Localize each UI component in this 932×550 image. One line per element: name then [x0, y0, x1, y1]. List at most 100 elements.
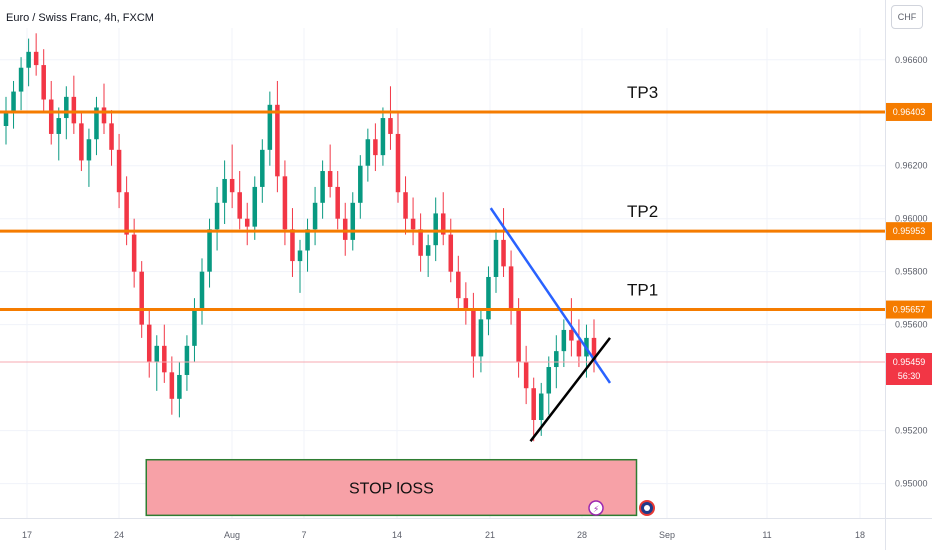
candle-body	[41, 65, 46, 100]
currency-badge[interactable]: CHF	[891, 5, 923, 29]
candle-body	[486, 276, 491, 320]
candle-body	[425, 245, 431, 256]
price-tags: 0.96403 0.95953 0.95657 0.95459 56:30	[886, 102, 932, 385]
candle-body	[456, 271, 461, 299]
time-tick-label: 14	[392, 530, 402, 540]
candle-body	[139, 271, 144, 325]
lightning-icon[interactable]	[588, 500, 604, 516]
stop-loss-label: STOP lOSS	[349, 481, 434, 498]
candle-body	[463, 298, 469, 309]
price-tag	[886, 102, 932, 121]
candle-body	[260, 149, 265, 187]
time-tick-label: 18	[855, 530, 865, 540]
candle-body	[523, 361, 529, 389]
candle-body	[282, 176, 288, 230]
event-icons: ⚡	[588, 500, 655, 516]
time-tick-label: 24	[114, 530, 124, 540]
candle-body	[11, 91, 16, 113]
countdown-text: 56:30	[898, 371, 921, 381]
candle-body	[478, 319, 484, 357]
price-tick-label: 0.95200	[895, 426, 928, 436]
price-axis: 0.96600 0.96200 0.96000 0.95800 0.95600 0.952…	[885, 0, 928, 550]
candle-body	[48, 99, 54, 134]
candle-body	[471, 308, 476, 357]
time-tick-label: 11	[762, 530, 771, 540]
candle-body	[192, 308, 197, 346]
candle-body	[101, 107, 107, 124]
price-tick-label: 0.95800	[895, 267, 928, 277]
lightning-glyph: ⚡	[593, 505, 599, 515]
candle-body	[516, 308, 521, 362]
candle-body	[146, 324, 152, 362]
candle-body	[169, 372, 175, 399]
candle-body	[433, 213, 438, 246]
candle-body	[131, 234, 137, 272]
candle-body	[94, 107, 99, 140]
candle-body	[79, 123, 84, 161]
time-tick-label: Aug	[224, 530, 240, 540]
candle-body	[350, 202, 356, 240]
candle-body	[395, 133, 401, 193]
level-lines: TP3 TP2 TP1	[0, 83, 885, 363]
current-price-text: 0.95459	[893, 357, 926, 367]
candle-body	[335, 186, 340, 219]
candle-body	[244, 218, 250, 227]
stop-loss-zone: STOP lOSS	[145, 458, 638, 517]
candle-body	[501, 239, 506, 267]
candle-body	[373, 139, 378, 156]
candle-body	[177, 374, 182, 399]
candle-body	[71, 96, 77, 124]
time-tick-label: Sep	[659, 530, 675, 540]
candle-body	[380, 118, 386, 156]
candle-body	[290, 229, 295, 262]
candle-body	[388, 118, 393, 134]
candle-body	[116, 149, 122, 193]
candle-body	[561, 329, 567, 352]
candle-body	[538, 393, 544, 420]
time-axis: 17 24 Aug 7 14 21 28 Sep 11 18	[0, 518, 932, 540]
candle-body	[222, 178, 227, 203]
candle-body	[440, 213, 446, 235]
candle-body	[237, 192, 242, 219]
candle-body	[26, 51, 31, 68]
time-tick-label: 21	[485, 530, 495, 540]
price-tick-label: 0.96200	[895, 161, 928, 171]
candle-body	[252, 186, 258, 227]
candle-body	[342, 218, 348, 240]
candle-body	[493, 239, 499, 277]
candle-body	[358, 165, 363, 203]
chart-title: Euro / Swiss Franc, 4h, FXCM	[6, 12, 154, 24]
candle-body	[18, 67, 24, 92]
candle-body	[56, 118, 62, 134]
trendline-descending[interactable]	[489, 207, 612, 384]
price-tag	[886, 300, 932, 319]
candle-body	[320, 171, 325, 203]
level-label: TP3	[627, 83, 658, 102]
candle-body	[531, 388, 536, 420]
candle-body	[591, 337, 597, 362]
candle-body	[508, 266, 514, 309]
trendlines	[489, 207, 612, 442]
candle-body	[229, 178, 235, 193]
candle-body	[554, 351, 559, 368]
candle-body	[109, 123, 114, 150]
stop-loss-box[interactable]	[145, 458, 638, 517]
candle-body	[124, 192, 129, 235]
trendline-ascending[interactable]	[529, 337, 611, 442]
grid-lines	[0, 28, 885, 518]
candle-body	[410, 218, 416, 230]
candle-body	[569, 329, 574, 341]
candles	[3, 33, 597, 442]
candle-body	[184, 345, 190, 375]
candle-body	[33, 51, 39, 66]
price-tick-label: 0.96000	[895, 214, 928, 224]
candle-body	[214, 202, 220, 230]
price-tick-label: 0.95600	[895, 320, 928, 330]
price-tag-text: 0.95657	[893, 305, 926, 315]
time-tick-label: 28	[577, 530, 587, 540]
time-tick-label: 7	[301, 530, 306, 540]
current-price-tag	[886, 352, 932, 385]
candle-body	[305, 229, 310, 251]
candle-body	[199, 271, 205, 309]
